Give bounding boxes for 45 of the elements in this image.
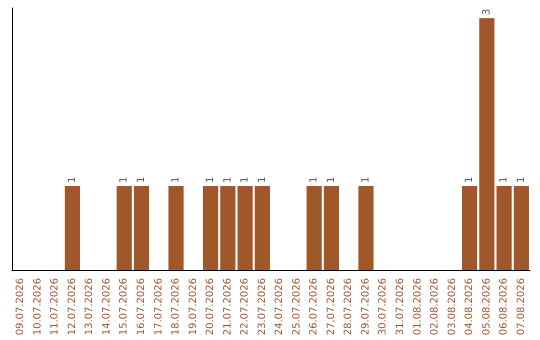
x-tick-label: 19.07.2026 [188,278,199,336]
x-tick-label: 21.07.2026 [222,278,234,336]
x-tick-label: 22.07.2026 [240,278,251,336]
data-label: 1 [360,176,372,184]
x-tick-label: 15.07.2026 [118,278,130,336]
x-tick-label: 09.07.2026 [15,278,26,336]
data-label: 1 [205,176,216,184]
x-tick-label: 24.07.2026 [274,278,286,336]
data-label: 1 [240,176,251,184]
data-label: 1 [516,176,527,184]
x-tick-label: 01.08.2026 [412,278,424,336]
x-tick-label: 29.07.2026 [360,278,372,336]
x-tick-label: 26.07.2026 [308,278,320,336]
x-tick-label: 06.08.2026 [498,278,510,336]
x-tick-label: 04.08.2026 [464,278,476,336]
x-tick-label: 14.07.2026 [101,278,112,336]
x-tick-label: 28.07.2026 [343,278,354,336]
data-label: 1 [170,176,182,184]
x-tick-label: 02.08.2026 [430,278,441,336]
data-label: 1 [308,176,320,184]
data-label: 1 [136,176,147,184]
x-tick-label: 25.07.2026 [291,278,302,336]
x-tick-label: 03.08.2026 [446,278,458,336]
x-tick-label: 16.07.2026 [136,278,147,336]
data-label: 1 [118,176,130,184]
data-label: 3 [481,8,492,16]
data-label: 1 [66,176,78,184]
x-tick-label: 27.07.2026 [326,278,337,336]
data-label: 1 [222,176,234,184]
data-label: 1 [464,176,476,184]
x-tick-label: 23.07.2026 [256,278,268,336]
x-tick-label: 31.07.2026 [395,278,406,336]
x-tick-label: 10.07.2026 [32,278,44,336]
x-tick-label: 07.08.2026 [516,278,527,336]
x-tick-label: 05.08.2026 [481,278,492,336]
x-tick-label: 13.07.2026 [84,278,96,336]
data-label: 1 [498,176,510,184]
x-tick-label: 12.07.2026 [66,278,78,336]
x-tick-label: 20.07.2026 [205,278,216,336]
x-tick-label: 17.07.2026 [153,278,164,336]
x-tick-label: 18.07.2026 [170,278,182,336]
x-tick-label: 30.07.2026 [378,278,389,336]
data-label: 1 [256,176,268,184]
data-label: 1 [326,176,337,184]
x-tick-label: 11.07.2026 [50,278,61,336]
